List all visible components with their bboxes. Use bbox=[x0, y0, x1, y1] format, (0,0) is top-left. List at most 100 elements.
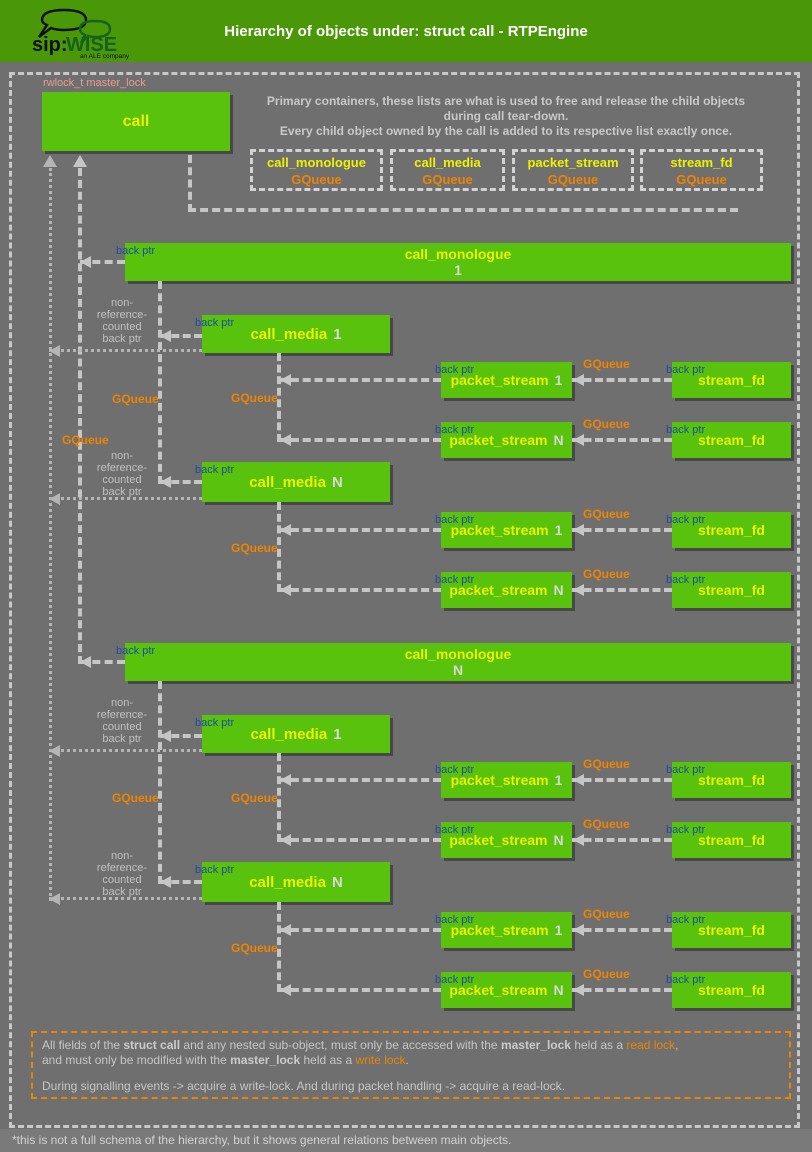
packet-stream-label: packet_stream bbox=[450, 372, 549, 388]
container-name: call_monologue bbox=[267, 155, 366, 170]
gqueue-label: GQueue bbox=[231, 391, 278, 405]
gqueue-label: GQueue bbox=[112, 791, 159, 805]
non-ref-backptr-line bbox=[49, 749, 202, 752]
packet-backptr-line bbox=[279, 438, 441, 442]
non-ref-backptr-label: non- reference- counted back ptr bbox=[86, 297, 158, 345]
back-ptr-label: back ptr bbox=[435, 424, 475, 436]
arrow-left-icon bbox=[280, 584, 291, 596]
non-ref-line: reference- bbox=[96, 862, 148, 874]
note-text: held as a bbox=[570, 1038, 627, 1052]
gqueue-label: GQueue bbox=[583, 757, 630, 771]
stream-fd-label: stream_fd bbox=[698, 522, 765, 538]
non-ref-line: non- bbox=[110, 850, 134, 862]
arrow-left-icon bbox=[573, 524, 584, 536]
media-gqueue-line bbox=[277, 353, 281, 442]
sfd-gqueue-line bbox=[572, 928, 672, 932]
container-type: GQueue bbox=[422, 172, 473, 187]
stream-fd-box: stream_fd bbox=[672, 972, 791, 1008]
note-text: held as a bbox=[300, 1053, 356, 1067]
non-ref-backptr-line bbox=[49, 497, 202, 500]
call-monologue-label: call_monologue bbox=[404, 646, 512, 662]
connector-line bbox=[188, 208, 738, 212]
backptr-line bbox=[160, 734, 202, 738]
stream-fd-box: stream_fd bbox=[672, 512, 791, 548]
gqueue-label: GQueue bbox=[231, 541, 278, 555]
note-text: . bbox=[405, 1053, 409, 1067]
arrow-left-icon bbox=[280, 524, 291, 536]
gqueue-label: GQueue bbox=[583, 567, 630, 581]
back-ptr-label: back ptr bbox=[435, 364, 475, 376]
arrow-left-icon bbox=[280, 774, 291, 786]
arrow-left-icon bbox=[160, 476, 171, 488]
packet-stream-index: 1 bbox=[554, 772, 563, 788]
gqueue-label: GQueue bbox=[583, 357, 630, 371]
arrow-left-icon bbox=[49, 745, 60, 757]
call-media-label: call_media bbox=[250, 725, 328, 743]
packet-stream-label: packet_stream bbox=[449, 582, 548, 598]
logo-sip-text: sip: bbox=[32, 34, 68, 56]
stream-fd-label: stream_fd bbox=[698, 922, 765, 938]
packet-stream-index: N bbox=[553, 432, 564, 448]
packet-stream-label: packet_stream bbox=[449, 432, 548, 448]
intro-line: Primary containers, these lists are what… bbox=[266, 94, 746, 108]
packet-backptr-line bbox=[279, 588, 441, 592]
arrow-left-icon bbox=[280, 924, 291, 936]
non-ref-backptr-trunk bbox=[49, 168, 52, 901]
gqueue-label: GQueue bbox=[583, 507, 630, 521]
gqueue-label: GQueue bbox=[231, 791, 278, 805]
call-media-index: 1 bbox=[333, 325, 342, 343]
gqueue-label: GQueue bbox=[62, 433, 109, 447]
packet-backptr-line bbox=[279, 928, 441, 932]
note-write-lock: write lock bbox=[355, 1053, 406, 1067]
packet-stream-label: packet_stream bbox=[450, 522, 549, 538]
gqueue-label: GQueue bbox=[583, 817, 630, 831]
stream-fd-label: stream_fd bbox=[698, 432, 765, 448]
back-ptr-label: back ptr bbox=[195, 864, 235, 876]
media-gqueue-line bbox=[277, 753, 281, 842]
packet-stream-index: N bbox=[553, 832, 564, 848]
packet-stream-index: 1 bbox=[554, 522, 563, 538]
arrow-left-icon bbox=[280, 434, 291, 446]
non-ref-backptr-label: non- reference- counted back ptr bbox=[86, 697, 158, 745]
master-lock-label: rwlock_t master_lock bbox=[43, 77, 146, 89]
stream-fd-label: stream_fd bbox=[698, 772, 765, 788]
packet-stream-box: packet_stream 1 bbox=[441, 912, 572, 948]
note-text-bold: struct call bbox=[123, 1038, 181, 1052]
stream-fd-box: stream_fd bbox=[672, 422, 791, 458]
arrow-left-icon bbox=[160, 876, 171, 888]
stream-fd-label: stream_fd bbox=[698, 832, 765, 848]
intro-text: Primary containers, these lists are what… bbox=[250, 94, 762, 139]
connector-line bbox=[188, 155, 192, 212]
packet-backptr-line bbox=[279, 838, 441, 842]
packet-stream-label: packet_stream bbox=[449, 832, 548, 848]
container-stream-fd: stream_fd GQueue bbox=[640, 149, 763, 191]
packet-stream-label: packet_stream bbox=[449, 982, 548, 998]
non-ref-line: back ptr bbox=[102, 486, 142, 498]
container-packet-stream: packet_stream GQueue bbox=[512, 149, 634, 191]
arrow-left-icon bbox=[80, 656, 91, 668]
arrow-left-icon bbox=[573, 374, 584, 386]
non-ref-backptr-label: non- reference- counted back ptr bbox=[86, 850, 158, 898]
packet-stream-box: packet_stream 1 bbox=[441, 512, 572, 548]
stream-fd-label: stream_fd bbox=[698, 582, 765, 598]
arrow-left-icon bbox=[573, 774, 584, 786]
container-name: stream_fd bbox=[670, 155, 733, 170]
note-text-bold: master_lock bbox=[500, 1038, 571, 1052]
arrow-left-icon bbox=[280, 984, 291, 996]
lock-note-box: All fields of the struct call and any ne… bbox=[31, 1031, 791, 1099]
call-box-label: call bbox=[122, 112, 150, 130]
back-ptr-label: back ptr bbox=[666, 514, 706, 526]
packet-stream-index: 1 bbox=[554, 372, 563, 388]
arrow-up-icon bbox=[43, 155, 57, 167]
sfd-gqueue-line bbox=[572, 528, 672, 532]
arrow-left-icon bbox=[573, 924, 584, 936]
call-monologue-box: call_monologue 1 bbox=[125, 243, 791, 281]
arrow-left-icon bbox=[160, 330, 171, 342]
back-ptr-label: back ptr bbox=[666, 824, 706, 836]
arrow-left-icon bbox=[280, 834, 291, 846]
lock-note-line: All fields of the struct call and any ne… bbox=[42, 1038, 780, 1053]
container-type: GQueue bbox=[547, 172, 599, 187]
container-name: call_media bbox=[414, 155, 481, 170]
call-media-index: N bbox=[331, 873, 343, 891]
container-type: GQueue bbox=[676, 172, 727, 187]
